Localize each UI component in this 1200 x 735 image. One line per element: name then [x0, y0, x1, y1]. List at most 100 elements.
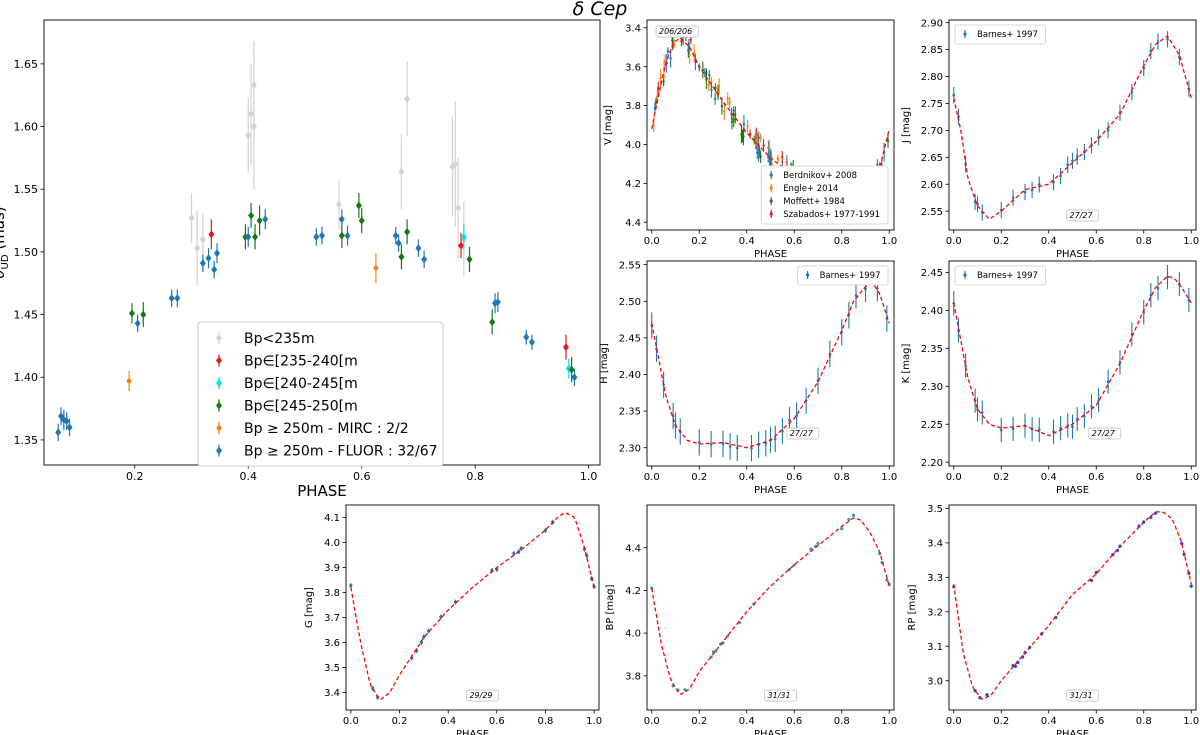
y-tick-label: 3.5 — [927, 504, 943, 515]
data-point — [1023, 190, 1027, 194]
chart-V: 0.0 0.2 0.4 0.6 0.8 1.0 3.4 3.6 3.8 4.0 4.2 4.4 PHAS… — [603, 19, 897, 260]
data-point — [717, 85, 721, 88]
fit-label: 29/29 — [469, 691, 492, 700]
data-point — [439, 615, 443, 619]
data-point — [63, 417, 70, 426]
data-point — [494, 298, 501, 307]
data-point — [1071, 425, 1074, 429]
legend-marker-dot — [806, 273, 810, 277]
x-tick-label: 1.0 — [1183, 236, 1199, 247]
data-point — [657, 87, 660, 90]
data-point — [460, 232, 467, 241]
y-tick-label: 3.6 — [625, 62, 641, 73]
x-tick-label: 0.4 — [739, 236, 755, 247]
data-point — [1182, 552, 1186, 557]
x-tick-label: 0.0 — [946, 716, 962, 727]
x-tick-label: 0.6 — [786, 472, 802, 483]
data-point — [876, 286, 879, 290]
plot-frame — [948, 260, 1197, 467]
x-tick-label: 0.4 — [440, 716, 456, 727]
y-tick-label: 3.1 — [927, 642, 943, 653]
y-tick-label: 4.0 — [324, 538, 340, 549]
data-point — [720, 104, 724, 108]
y-tick-label: 4.1 — [324, 513, 340, 524]
chart-RP: 0.0 0.2 0.4 0.6 0.8 1.0 3.0 3.1 3.2 3.3 3.4 3.5 PHAS… — [907, 504, 1199, 735]
legend-label: Barnes+ 1997 — [977, 30, 1038, 40]
x-tick-label: 0.4 — [239, 470, 257, 483]
data-point — [740, 132, 743, 136]
x-tick-label: 0.6 — [1088, 716, 1104, 727]
y-tick-label: 1.50 — [14, 246, 39, 259]
y-tick-label: 2.90 — [921, 18, 943, 29]
y-tick-label: 3.4 — [324, 688, 340, 699]
data-point — [840, 527, 844, 531]
data-point — [248, 211, 255, 220]
data-point — [194, 244, 201, 253]
legend-marker-dot — [769, 212, 773, 216]
data-point — [398, 167, 405, 176]
y-axis-label: V [mag] — [603, 105, 614, 145]
model-curve — [651, 517, 890, 696]
x-tick-label: 0.4 — [1041, 472, 1057, 483]
data-point — [134, 319, 141, 328]
y-tick-label: 2.85 — [921, 45, 943, 56]
data-point — [781, 156, 784, 159]
model-curve — [350, 512, 595, 700]
data-point — [404, 94, 411, 103]
x-tick-label: 0.4 — [739, 716, 755, 727]
x-tick-label: 0.2 — [993, 716, 1009, 727]
x-axis-label: PHASE — [754, 729, 787, 735]
data-point — [1156, 40, 1160, 43]
y-tick-label: 3.9 — [324, 563, 340, 574]
y-tick-label: 4.4 — [625, 218, 641, 229]
data-point — [759, 136, 762, 140]
data-point — [683, 688, 687, 692]
data-point — [762, 144, 765, 147]
legend: Barnes+ 1997 — [954, 24, 1046, 45]
legend-label: Bp∈[235-240[m — [244, 354, 358, 370]
x-tick-label: 0.8 — [1136, 472, 1152, 483]
y-tick-label: 2.65 — [921, 153, 943, 164]
data-point — [1106, 128, 1110, 132]
x-axis-label: PHASE — [1056, 729, 1089, 735]
data-point — [758, 150, 761, 153]
legend-label: Bp∈[240-245[m — [244, 376, 358, 392]
legend-marker-dot — [963, 32, 967, 36]
data-point — [211, 265, 218, 274]
y-tick-label: 2.55 — [921, 207, 943, 218]
data-point — [66, 423, 73, 432]
x-tick-label: 0.2 — [691, 472, 707, 483]
plot-frame — [948, 19, 1197, 231]
fit-label: 206/206 — [659, 27, 692, 36]
data-point — [787, 567, 792, 572]
y-tick-label: 1.65 — [14, 58, 39, 71]
y-axis-label: RP [mag] — [907, 584, 918, 630]
data-point — [1059, 426, 1062, 430]
legend: Bp<235m Bp∈[235-240[m Bp∈[240-245[m Bp∈[245… — [197, 321, 444, 467]
data-point — [256, 216, 263, 225]
data-point — [755, 133, 758, 136]
y-tick-label: 1.40 — [14, 371, 39, 384]
y-tick-label: 2.45 — [619, 333, 641, 344]
data-point — [769, 159, 773, 163]
data-point — [1037, 183, 1041, 186]
data-point — [723, 110, 726, 113]
y-tick-label: 3.0 — [927, 676, 943, 687]
plot-frame — [646, 260, 895, 467]
model-curve — [651, 37, 890, 214]
data-point — [338, 215, 345, 224]
data-point — [245, 232, 252, 241]
x-tick-label: 0.6 — [489, 716, 505, 727]
data-point — [199, 259, 206, 268]
data-point — [319, 231, 325, 240]
data-point — [748, 132, 752, 136]
data-point — [757, 136, 760, 139]
chart-G: 0.0 0.2 0.4 0.6 0.8 1.0 3.4 3.5 3.6 3.7 3.8 3.9 4.0 4… — [304, 504, 602, 735]
y-tick-label: 2.50 — [619, 297, 641, 308]
chart-K: 0.0 0.2 0.4 0.6 0.8 1.0 2.20 2.25 2.30 2.35 2.40 2.… — [901, 260, 1199, 496]
data-point — [208, 230, 215, 239]
data-point — [398, 252, 405, 261]
x-tick-label: 0.8 — [834, 472, 850, 483]
y-tick-label: 2.40 — [921, 306, 943, 317]
y-tick-label: 3.8 — [625, 671, 641, 682]
